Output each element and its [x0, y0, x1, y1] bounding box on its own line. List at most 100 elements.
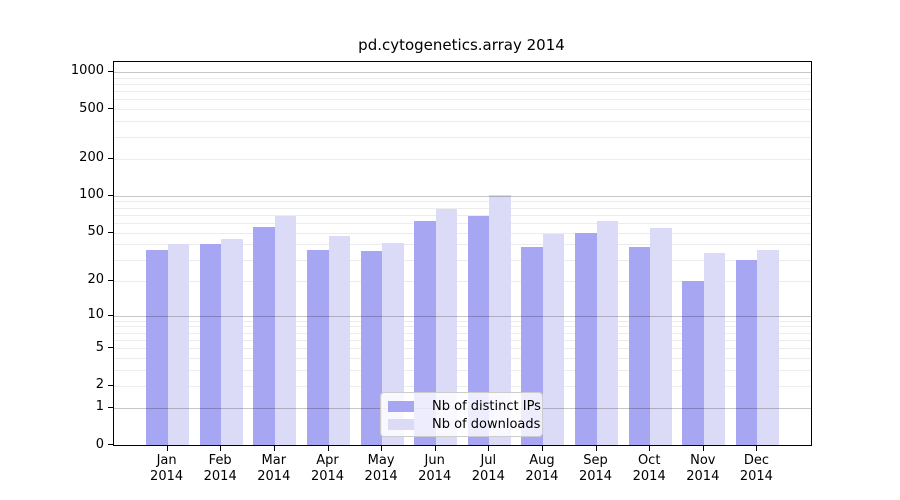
y-tick-mark	[108, 444, 113, 445]
x-tick-label-jul: Jul 2014	[471, 453, 505, 484]
y-tick-mark	[108, 157, 113, 159]
gridline-minor	[114, 109, 811, 111]
x-tick-label-may: May 2014	[364, 453, 398, 484]
y-tick-mark	[108, 108, 113, 110]
x-tick-mark	[327, 446, 329, 451]
bar-distinct-ips-nov	[682, 280, 704, 445]
x-tick-label-aug: Aug 2014	[525, 453, 559, 484]
bar-distinct-ips-dec	[735, 259, 758, 445]
bar-distinct-ips-jul	[467, 216, 490, 445]
gridline-minor	[114, 91, 811, 93]
legend: Nb of distinct IPs Nb of downloads	[380, 392, 543, 437]
gridline-minor	[114, 121, 811, 123]
x-tick-label-dec: Dec 2014	[739, 453, 773, 484]
bar-downloads-sep	[596, 221, 618, 445]
bar-distinct-ips-jun	[414, 221, 436, 445]
x-tick-mark	[756, 446, 758, 451]
gridline-minor	[114, 136, 811, 138]
gridline-minor	[114, 83, 811, 85]
bar-downloads-aug	[542, 233, 565, 445]
bar-downloads-jun	[435, 209, 458, 445]
legend-swatch-downloads	[388, 418, 414, 430]
bar-distinct-ips-apr	[307, 250, 329, 445]
x-tick-mark	[434, 446, 436, 451]
y-tick-label: 1	[95, 399, 104, 415]
gridline-minor	[114, 158, 811, 160]
x-tick-label-feb: Feb 2014	[203, 453, 237, 484]
y-tick-label: 10	[87, 307, 104, 322]
legend-label: Nb of downloads	[432, 416, 541, 432]
x-tick-mark	[649, 446, 651, 451]
bar-downloads-oct	[650, 227, 672, 445]
y-tick-label: 500	[79, 100, 104, 116]
y-tick-mark	[108, 279, 113, 281]
bar-distinct-ips-mar	[253, 226, 275, 445]
y-tick-mark	[108, 314, 113, 316]
gridline-major	[114, 315, 811, 317]
y-tick-mark	[108, 70, 113, 72]
bar-downloads-jan	[167, 244, 190, 445]
x-tick-mark	[273, 446, 275, 451]
gridline-minor	[114, 232, 811, 234]
x-tick-label-apr: Apr 2014	[310, 453, 345, 484]
y-tick-label: 100	[79, 187, 104, 203]
gridline-minor	[114, 358, 811, 360]
bar-downloads-nov	[703, 253, 726, 445]
gridline-minor	[114, 201, 811, 203]
bar-downloads-feb	[221, 239, 243, 445]
bar-downloads-jul	[489, 195, 511, 445]
x-tick-label-jun: Jun 2014	[418, 453, 452, 484]
x-tick-label-sep: Sep 2014	[578, 453, 613, 484]
gridline-minor	[114, 99, 811, 101]
x-tick-label-oct: Oct 2014	[632, 453, 666, 484]
bar-distinct-ips-oct	[628, 247, 651, 445]
y-tick-mark	[108, 194, 113, 196]
x-tick-mark	[541, 446, 543, 451]
bar-distinct-ips-sep	[575, 232, 597, 445]
x-tick-mark	[595, 446, 597, 451]
x-tick-mark	[702, 446, 704, 451]
y-tick-label: 5	[95, 339, 104, 355]
gridline-minor	[114, 223, 811, 224]
bar-distinct-ips-may	[360, 251, 383, 445]
x-tick-mark	[220, 446, 222, 451]
x-tick-label-jan: Jan 2014	[150, 453, 184, 484]
gridline-minor	[114, 370, 811, 372]
bar-downloads-dec	[757, 250, 779, 445]
bar-downloads-apr	[328, 235, 350, 445]
gridline-minor	[114, 339, 811, 341]
gridline-minor	[114, 77, 811, 79]
gridline-minor	[114, 280, 811, 282]
y-tick-mark	[108, 347, 113, 349]
legend-swatch-distinct-ips	[388, 400, 414, 412]
y-tick-mark	[108, 384, 113, 386]
bar-distinct-ips-jan	[146, 250, 168, 445]
bar-distinct-ips-feb	[199, 244, 222, 445]
legend-item-distinct-ips: Nb of distinct IPs	[388, 398, 541, 414]
y-tick-label: 2	[95, 377, 104, 393]
x-tick-mark	[488, 446, 490, 451]
legend-item-downloads: Nb of downloads	[388, 416, 541, 432]
x-tick-mark	[381, 446, 383, 451]
bar-downloads-mar	[274, 216, 297, 445]
gridline-minor	[114, 385, 811, 387]
y-tick-label: 20	[87, 272, 104, 288]
y-tick-label: 50	[87, 224, 104, 240]
chart-title: pd.cytogenetics.array 2014	[358, 36, 565, 54]
gridline-minor	[114, 320, 811, 322]
gridline-minor	[114, 259, 811, 261]
legend-label: Nb of distinct IPs	[432, 398, 541, 414]
gridline-minor	[114, 348, 811, 350]
x-tick-label-nov: Nov 2014	[686, 453, 720, 484]
gridline-major	[114, 195, 811, 197]
y-tick-label: 1000	[70, 63, 104, 79]
y-tick-mark	[108, 406, 113, 408]
x-tick-label-mar: Mar 2014	[257, 453, 291, 484]
gridline-major	[114, 71, 811, 73]
gridline-minor	[114, 207, 811, 209]
plot-area: Nb of distinct IPs Nb of downloads	[113, 61, 812, 446]
y-tick-label: 200	[79, 150, 104, 166]
gridline-minor	[114, 244, 811, 246]
y-tick-mark	[108, 231, 113, 233]
